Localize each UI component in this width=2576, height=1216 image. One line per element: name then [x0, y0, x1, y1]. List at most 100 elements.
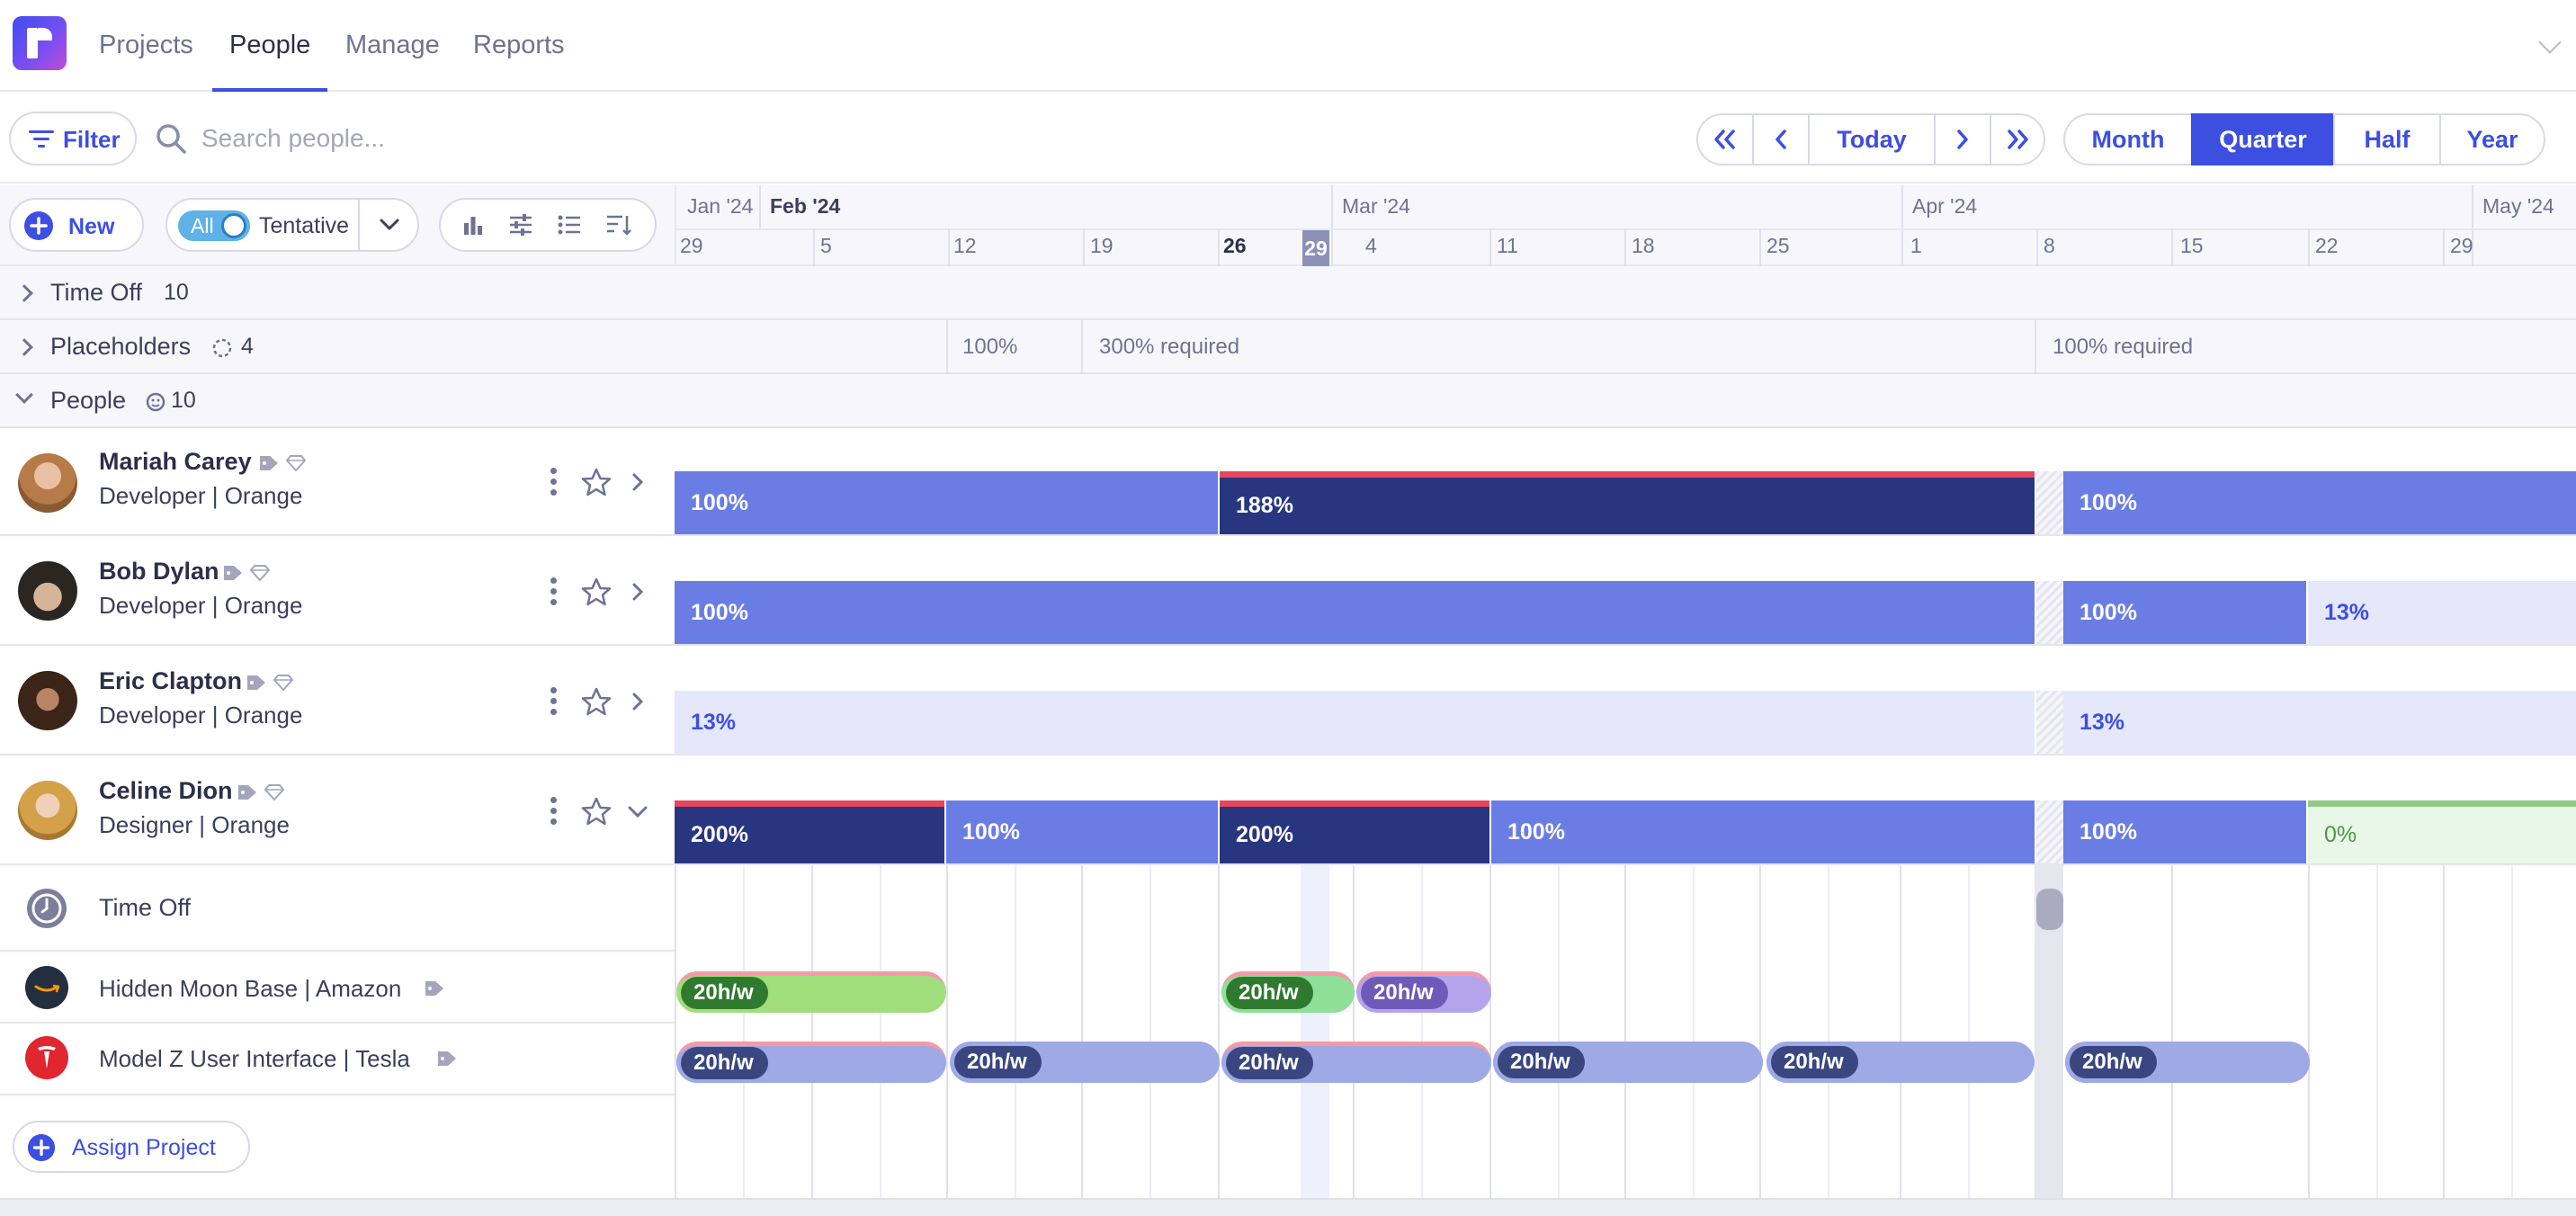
chevron-down-icon[interactable] — [628, 806, 648, 818]
search-input[interactable] — [201, 113, 831, 164]
assignment-bar[interactable]: 20h/w — [1767, 1042, 2035, 1083]
view-quarter-button[interactable]: Quarter — [2191, 113, 2335, 165]
timeline-header: Jan '24 Feb '24 Mar '24 Apr '24 May '24 … — [675, 185, 2576, 266]
group-placeholders[interactable]: Placeholders 4 100% 300% required 100% r… — [0, 320, 2576, 374]
chevron-right-icon[interactable] — [631, 693, 644, 711]
time-off-marker[interactable] — [2036, 889, 2063, 930]
allocation-bar-over[interactable]: 200% — [1220, 800, 1489, 863]
jump-forward-button[interactable] — [1990, 113, 2045, 165]
allocation-bar[interactable]: 100% — [675, 581, 2035, 644]
person-name[interactable]: Bob Dylan — [99, 558, 219, 585]
nav-tab-people[interactable]: People — [212, 0, 328, 92]
bar-chart-icon[interactable] — [462, 214, 484, 236]
star-icon[interactable] — [581, 687, 612, 716]
day-label: 11 — [1497, 234, 1518, 257]
person-row[interactable]: Eric Clapton Developer | Orange 13% 13% — [0, 648, 2576, 756]
chevron-right-icon — [15, 338, 33, 356]
avatar — [18, 671, 77, 730]
nav-tab-projects[interactable]: Projects — [99, 31, 193, 59]
jump-back-button[interactable] — [1696, 113, 1754, 165]
allocation-bar[interactable]: 13% — [2308, 581, 2576, 644]
toggle-knob — [221, 213, 246, 238]
horizontal-scrollbar[interactable] — [0, 1198, 2576, 1216]
chevron-right-icon[interactable] — [631, 473, 644, 491]
allocation-bar[interactable]: 100% — [946, 800, 1218, 863]
person-name[interactable]: Celine Dion — [99, 777, 233, 804]
allocation-bar[interactable]: 100% — [2063, 581, 2306, 644]
group-people[interactable]: People 10 — [0, 374, 2576, 428]
more-icon[interactable] — [550, 577, 558, 608]
assignment-bar[interactable]: 20h/w — [1221, 1042, 1491, 1083]
hours-badge: 20h/w — [1226, 977, 1313, 1009]
new-button[interactable]: New — [9, 198, 144, 252]
allocation-bar[interactable]: 100% — [1491, 800, 2035, 863]
assignment-bar[interactable]: 20h/w — [1221, 971, 1355, 1013]
view-half-button[interactable]: Half — [2333, 113, 2441, 165]
person-row[interactable]: Bob Dylan Developer | Orange 100% 100% 1… — [0, 538, 2576, 646]
filter-icon — [29, 130, 54, 148]
assignment-bar[interactable]: 20h/w — [2065, 1042, 2310, 1083]
diamond-icon — [286, 455, 306, 471]
view-year-button[interactable]: Year — [2439, 113, 2545, 165]
placeholder-icon — [212, 338, 232, 358]
project-name[interactable]: Hidden Moon Base | Amazon — [99, 975, 402, 1002]
view-month-button[interactable]: Month — [2063, 113, 2193, 165]
assign-project-label: Assign Project — [72, 1135, 216, 1160]
allocation-bar[interactable]: 100% — [675, 471, 1218, 534]
chevron-right-icon — [1957, 130, 1968, 149]
tentative-filter: All Tentative — [165, 198, 419, 252]
nav-tab-reports[interactable]: Reports — [473, 31, 565, 59]
more-icon[interactable] — [550, 687, 558, 718]
assignment-bar[interactable]: 20h/w — [676, 971, 946, 1013]
allocation-bar[interactable]: 100% — [2063, 471, 2576, 534]
allocation-bar-over[interactable]: 200% — [675, 800, 944, 863]
prev-button[interactable] — [1752, 113, 1810, 165]
person-name[interactable]: Eric Clapton — [99, 667, 243, 694]
allocation-bar[interactable]: 13% — [675, 691, 2035, 754]
next-button[interactable] — [1934, 113, 1991, 165]
filter-button[interactable]: Filter — [9, 112, 137, 165]
person-role: Designer | Orange — [99, 811, 290, 838]
app-logo[interactable] — [13, 16, 67, 70]
group-count: 4 — [241, 334, 254, 359]
assignment-bar[interactable]: 20h/w — [950, 1042, 1220, 1083]
amazon-logo-icon — [25, 966, 68, 1009]
person-name[interactable]: Mariah Carey — [99, 448, 252, 475]
person-detail: Time Off Hidden Moon Base | Amazon 20h/w… — [0, 865, 2576, 1198]
day-label: 8 — [2044, 234, 2055, 257]
day-label: 1 — [1910, 234, 1922, 257]
day-label: 15 — [2180, 234, 2204, 257]
today-button[interactable]: Today — [1808, 113, 1936, 165]
weekend-gap — [2036, 800, 2063, 863]
allocation-bar-over[interactable]: 188% — [1220, 471, 2035, 534]
more-icon[interactable] — [550, 797, 558, 827]
assign-project-button[interactable]: Assign Project — [13, 1121, 250, 1173]
nav-tab-manage[interactable]: Manage — [345, 31, 440, 59]
hours-badge: 20h/w — [1498, 1046, 1585, 1078]
star-icon[interactable] — [581, 468, 612, 496]
allocation-bar[interactable]: 100% — [2063, 800, 2306, 863]
list-icon[interactable] — [558, 214, 581, 236]
sliders-icon[interactable] — [509, 214, 532, 236]
group-time-off[interactable]: Time Off 10 — [0, 266, 2576, 320]
today-column — [1301, 865, 1329, 1198]
time-off-row — [0, 865, 675, 952]
more-icon[interactable] — [550, 468, 558, 498]
diamond-icon — [250, 565, 270, 581]
chevron-right-icon[interactable] — [631, 583, 644, 601]
sort-icon[interactable] — [606, 214, 631, 236]
all-toggle[interactable]: All — [178, 210, 250, 241]
star-icon[interactable] — [581, 577, 612, 606]
project-name[interactable]: Model Z User Interface | Tesla — [99, 1045, 410, 1072]
allocation-bar[interactable]: 0% — [2308, 800, 2576, 863]
tag-icon — [247, 675, 265, 690]
assignment-bar[interactable]: 20h/w — [1493, 1042, 1763, 1083]
chevron-down-icon[interactable] — [380, 219, 399, 231]
assignment-bar[interactable]: 20h/w — [1356, 971, 1491, 1013]
assignment-bar[interactable]: 20h/w — [676, 1042, 946, 1083]
person-row[interactable]: Celine Dion Designer | Orange 200% 100% … — [0, 757, 2576, 865]
star-icon[interactable] — [581, 797, 612, 826]
chevron-down-icon[interactable] — [2538, 31, 2562, 54]
person-row[interactable]: Mariah Carey Developer | Orange 100% 188… — [0, 428, 2576, 536]
allocation-bar[interactable]: 13% — [2063, 691, 2576, 754]
